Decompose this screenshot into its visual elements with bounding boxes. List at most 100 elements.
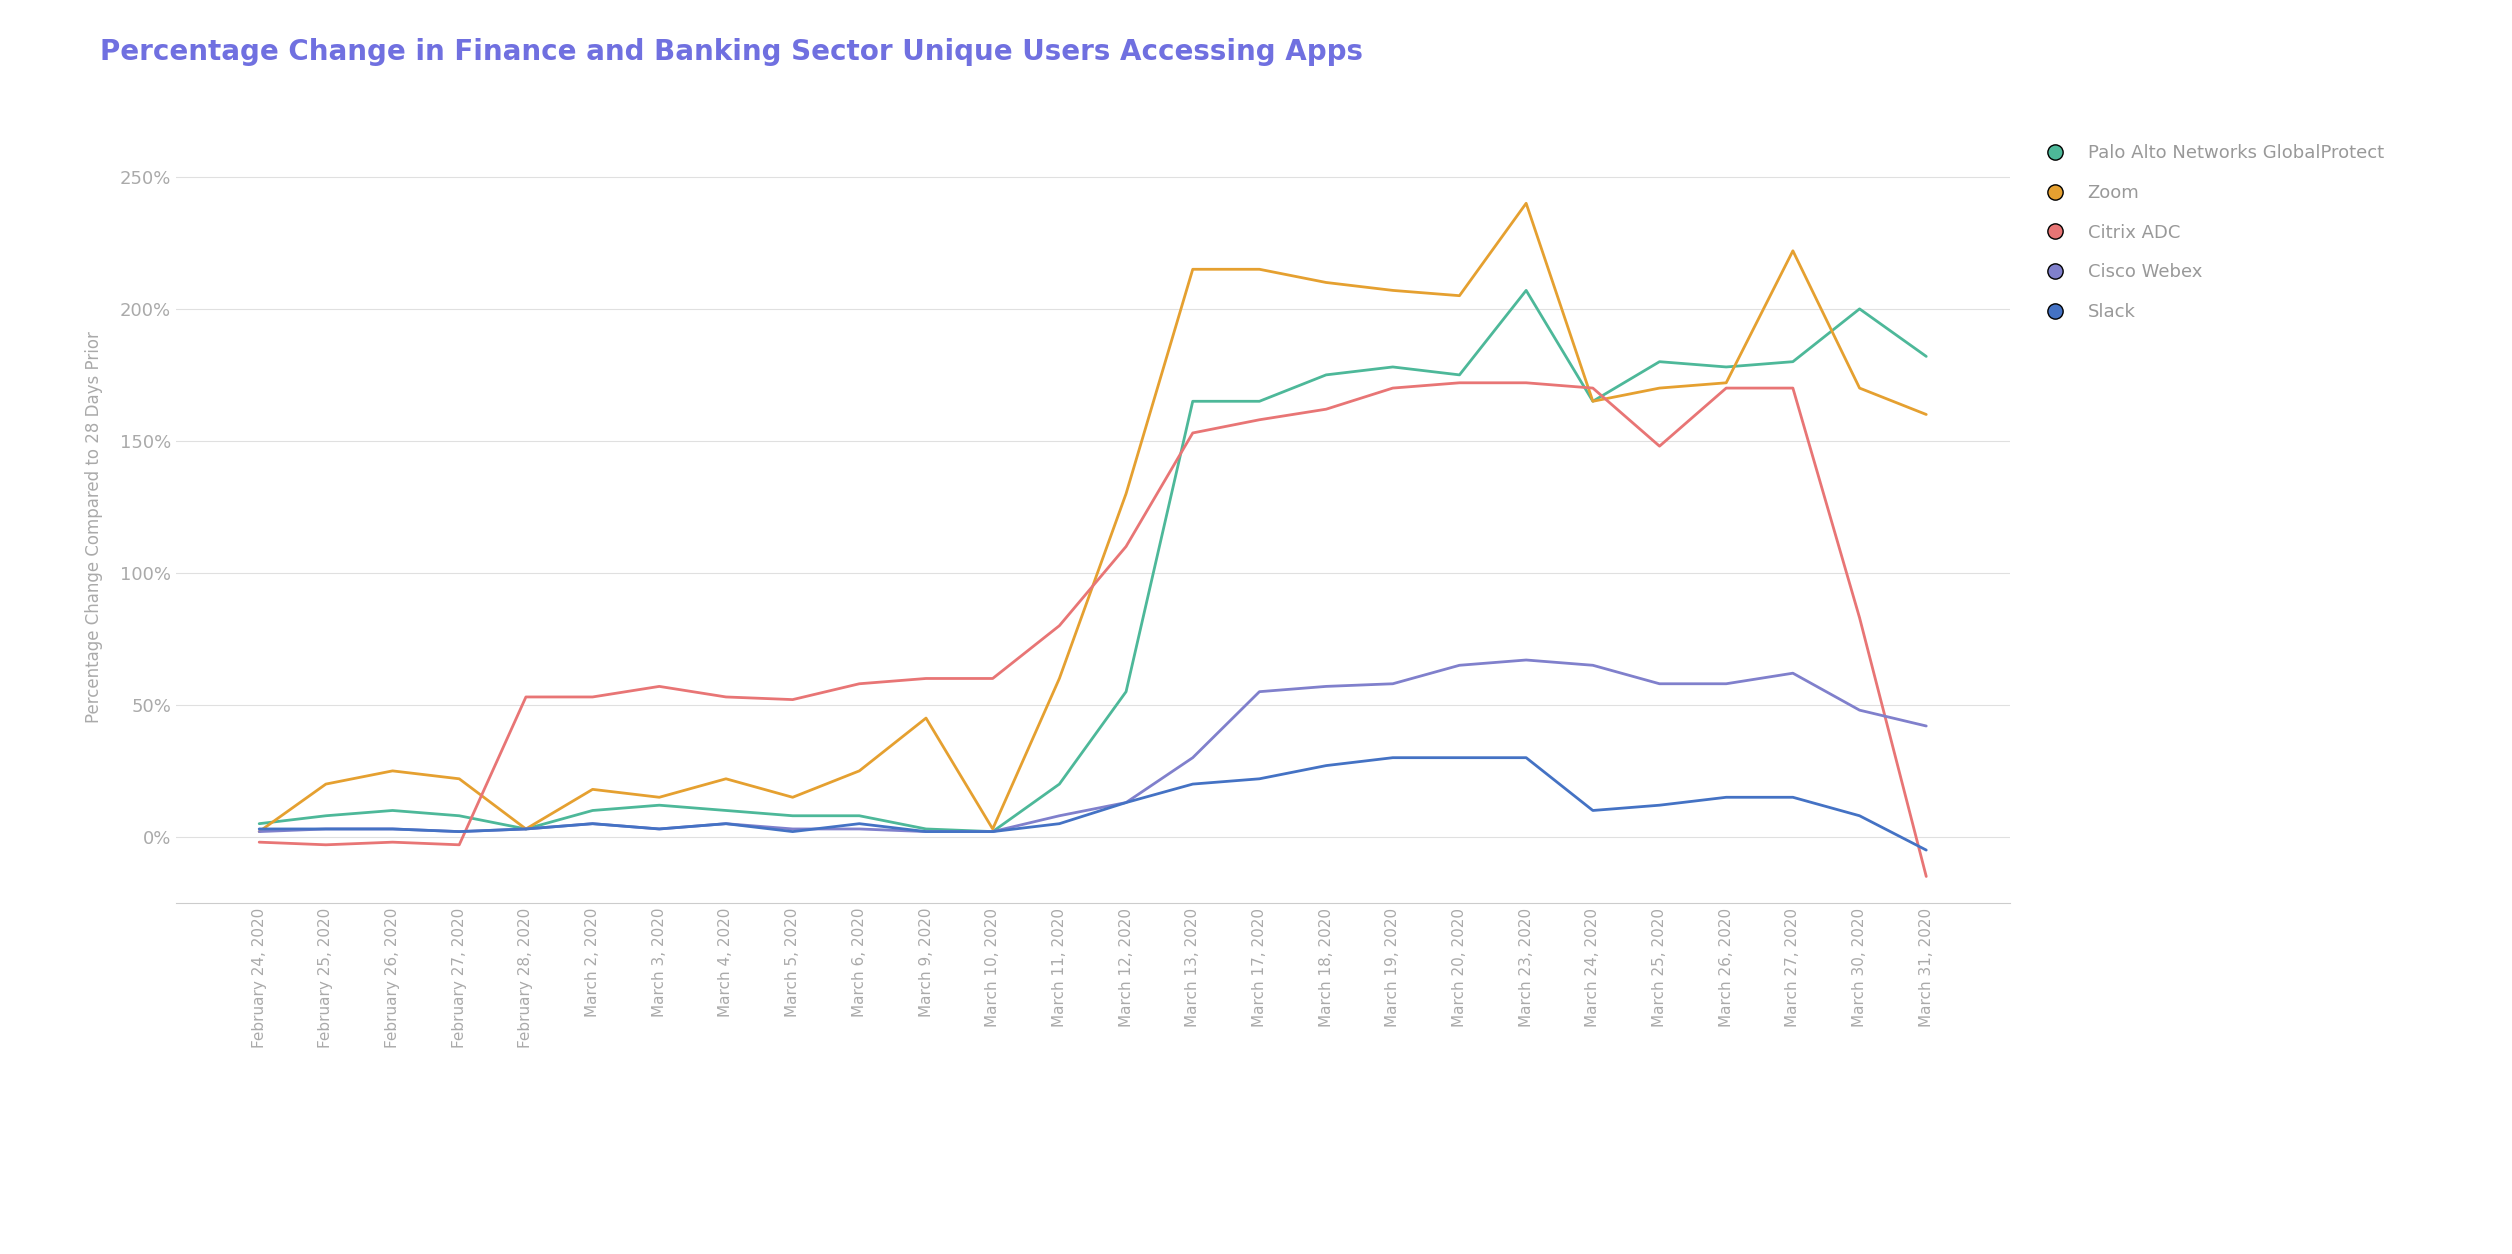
Slack	[1578, 803, 1608, 818]
Zoom	[1243, 262, 1274, 277]
Citrix ADC	[244, 835, 274, 850]
Citrix ADC	[1444, 375, 1475, 390]
Slack	[912, 824, 942, 839]
Zoom	[1778, 243, 1809, 258]
Slack	[643, 821, 673, 836]
Cisco Webex	[711, 816, 741, 831]
Slack	[1778, 790, 1809, 805]
Slack	[711, 816, 741, 831]
Cisco Webex	[912, 824, 942, 839]
Citrix ADC	[377, 835, 407, 850]
Zoom	[1912, 408, 1942, 423]
Palo Alto Networks GlobalProtect	[1045, 776, 1075, 791]
Line: Zoom: Zoom	[259, 203, 1927, 831]
Zoom	[912, 711, 942, 726]
Cisco Webex	[1578, 658, 1608, 673]
Zoom	[977, 821, 1007, 836]
Slack	[311, 821, 342, 836]
Cisco Webex	[578, 816, 608, 831]
Slack	[445, 824, 475, 839]
Citrix ADC	[1110, 539, 1140, 554]
Palo Alto Networks GlobalProtect	[1178, 394, 1208, 409]
Zoom	[377, 764, 407, 779]
Slack	[779, 824, 809, 839]
Palo Alto Networks GlobalProtect	[1778, 354, 1809, 369]
Palo Alto Networks GlobalProtect	[1311, 367, 1341, 382]
Citrix ADC	[510, 690, 540, 705]
Palo Alto Networks GlobalProtect	[779, 809, 809, 824]
Zoom	[711, 771, 741, 786]
Slack	[1110, 795, 1140, 810]
Line: Slack: Slack	[259, 757, 1927, 850]
Citrix ADC	[912, 671, 942, 686]
Zoom	[643, 790, 673, 805]
Cisco Webex	[1645, 676, 1676, 691]
Palo Alto Networks GlobalProtect	[1645, 354, 1676, 369]
Palo Alto Networks GlobalProtect	[912, 821, 942, 836]
Palo Alto Networks GlobalProtect	[977, 824, 1007, 839]
Cisco Webex	[1444, 658, 1475, 673]
Palo Alto Networks GlobalProtect	[1110, 685, 1140, 700]
Zoom	[1578, 394, 1608, 409]
Slack	[1178, 776, 1208, 791]
Palo Alto Networks GlobalProtect	[1243, 394, 1274, 409]
Zoom	[779, 790, 809, 805]
Zoom	[1844, 380, 1874, 395]
Citrix ADC	[1311, 401, 1341, 416]
Citrix ADC	[977, 671, 1007, 686]
Zoom	[1645, 380, 1676, 395]
Line: Palo Alto Networks GlobalProtect: Palo Alto Networks GlobalProtect	[259, 291, 1927, 831]
Palo Alto Networks GlobalProtect	[578, 803, 608, 818]
Slack	[1844, 809, 1874, 824]
Slack	[578, 816, 608, 831]
Palo Alto Networks GlobalProtect	[1912, 349, 1942, 364]
Citrix ADC	[844, 676, 874, 691]
Citrix ADC	[311, 838, 342, 853]
Palo Alto Networks GlobalProtect	[510, 821, 540, 836]
Palo Alto Networks GlobalProtect	[844, 809, 874, 824]
Zoom	[244, 824, 274, 839]
Citrix ADC	[1912, 869, 1942, 884]
Zoom	[578, 781, 608, 796]
Slack	[1311, 759, 1341, 774]
Palo Alto Networks GlobalProtect	[244, 816, 274, 831]
Slack	[1444, 750, 1475, 765]
Citrix ADC	[1377, 380, 1407, 395]
Zoom	[1512, 196, 1542, 211]
Line: Cisco Webex: Cisco Webex	[259, 660, 1927, 831]
Palo Alto Networks GlobalProtect	[643, 798, 673, 813]
Palo Alto Networks GlobalProtect	[377, 803, 407, 818]
Zoom	[1311, 275, 1341, 290]
Slack	[977, 824, 1007, 839]
Citrix ADC	[711, 690, 741, 705]
Palo Alto Networks GlobalProtect	[1711, 360, 1741, 375]
Cisco Webex	[1912, 719, 1942, 734]
Citrix ADC	[445, 838, 475, 853]
Cisco Webex	[1311, 678, 1341, 693]
Cisco Webex	[244, 824, 274, 839]
Citrix ADC	[1578, 380, 1608, 395]
Slack	[1711, 790, 1741, 805]
Slack	[510, 821, 540, 836]
Citrix ADC	[1711, 380, 1741, 395]
Palo Alto Networks GlobalProtect	[1578, 394, 1608, 409]
Cisco Webex	[1110, 795, 1140, 810]
Cisco Webex	[1778, 666, 1809, 681]
Zoom	[1444, 288, 1475, 303]
Palo Alto Networks GlobalProtect	[311, 809, 342, 824]
Citrix ADC	[1645, 439, 1676, 454]
Line: Citrix ADC: Citrix ADC	[259, 382, 1927, 877]
Cisco Webex	[1377, 676, 1407, 691]
Slack	[1045, 816, 1075, 831]
Zoom	[1045, 671, 1075, 686]
Zoom	[1711, 375, 1741, 390]
Citrix ADC	[1844, 611, 1874, 626]
Cisco Webex	[1844, 702, 1874, 717]
Text: Percentage Change in Finance and Banking Sector Unique Users Accessing Apps: Percentage Change in Finance and Banking…	[100, 38, 1364, 65]
Citrix ADC	[779, 692, 809, 707]
Slack	[1512, 750, 1542, 765]
Citrix ADC	[1778, 380, 1809, 395]
Slack	[1912, 843, 1942, 858]
Cisco Webex	[1711, 676, 1741, 691]
Citrix ADC	[1243, 413, 1274, 428]
